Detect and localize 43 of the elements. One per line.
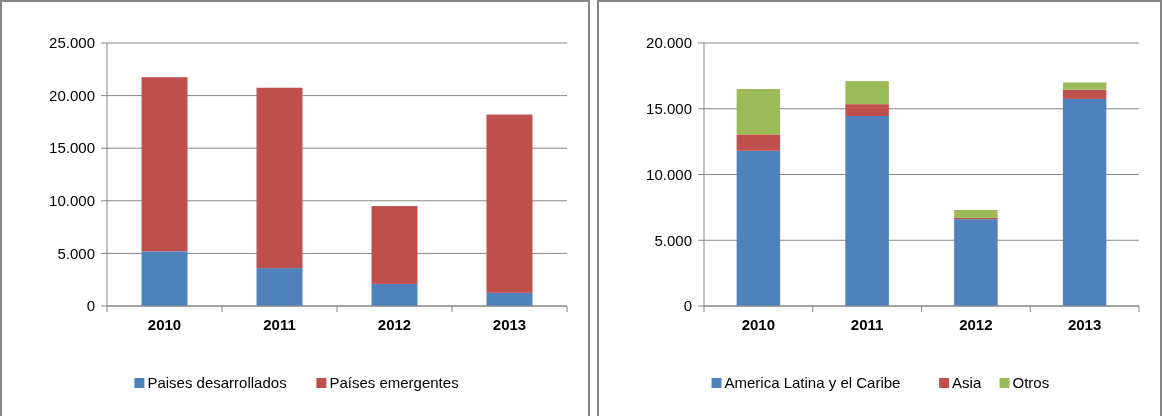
bar [256, 87, 303, 269]
x-tick-label: 2013 [1067, 316, 1102, 333]
bar [845, 81, 889, 105]
x-tick-label: 2011 [263, 316, 296, 333]
y-tick-label: 10.000 [646, 165, 692, 183]
y-tick-label: 5.000 [654, 231, 692, 249]
x-tick-label: 2010 [147, 316, 182, 333]
legend-label: Asia [952, 374, 982, 392]
bar [371, 283, 418, 306]
x-tick-label: 2012 [377, 316, 412, 333]
y-tick-label: 0 [683, 297, 692, 315]
y-tick-label: 25.000 [49, 34, 95, 52]
bar [845, 104, 889, 116]
legend-label: Paises desarrollados [147, 374, 287, 392]
bar [486, 114, 533, 293]
bar [845, 115, 889, 306]
legend-label: America Latina y el Caribe [724, 374, 901, 392]
bar [141, 251, 188, 306]
bar [736, 150, 781, 306]
bar [256, 268, 303, 306]
bar [371, 206, 418, 284]
bar [954, 219, 998, 306]
y-tick-label: 15.000 [49, 139, 95, 157]
y-tick-label: 10.000 [49, 192, 95, 210]
y-tick-label: 5.000 [57, 244, 95, 262]
y-tick-label: 0 [86, 297, 95, 315]
bar [954, 210, 998, 218]
bar [736, 89, 781, 135]
bar [1062, 82, 1107, 90]
x-tick-label: 2012 [959, 316, 993, 333]
bar [736, 134, 781, 151]
y-tick-label: 20.000 [49, 86, 95, 104]
x-tick-label: 2013 [492, 316, 527, 333]
x-tick-label: 2010 [741, 316, 776, 333]
bar [1062, 98, 1107, 306]
y-tick-label: 20.000 [646, 34, 692, 52]
bar [1062, 89, 1107, 99]
y-tick-label: 15.000 [646, 100, 692, 117]
legend-label: Otros [1012, 374, 1050, 392]
bar [486, 292, 533, 306]
x-tick-label: 2011 [850, 316, 884, 333]
legend-label: Países emergentes [329, 374, 459, 392]
bar [141, 77, 188, 252]
